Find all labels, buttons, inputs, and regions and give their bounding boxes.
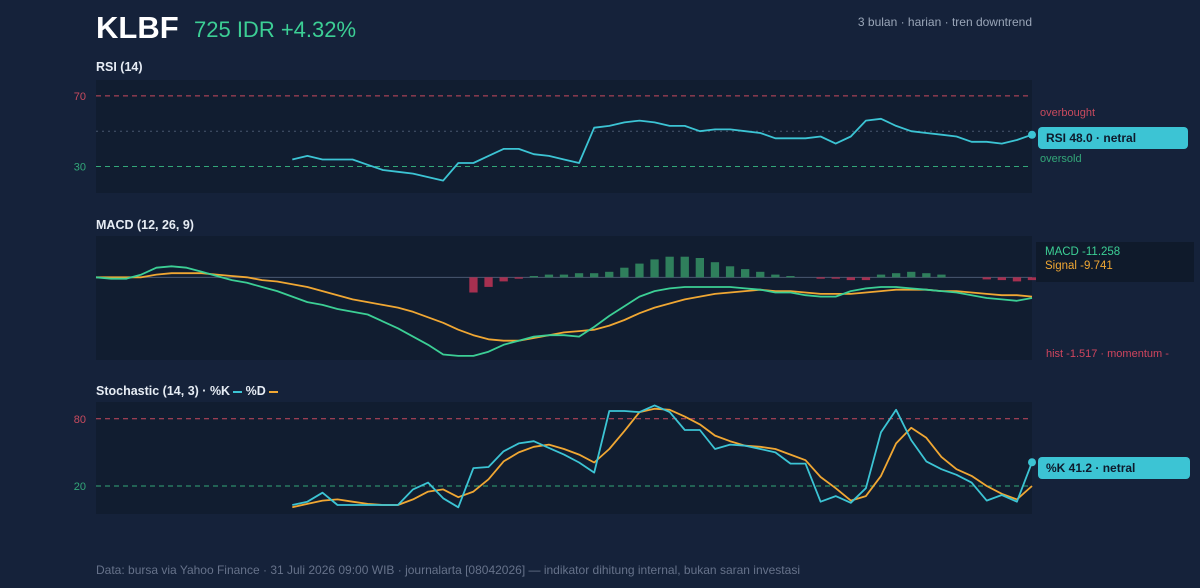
macd-hist-bar bbox=[574, 273, 584, 278]
overbought-label: overbought bbox=[1040, 107, 1096, 119]
chart-meta: 3 bulan · harian · tren downtrend bbox=[857, 15, 1032, 29]
macd-value-label: MACD -11.258 bbox=[1045, 246, 1121, 258]
macd-value-box: MACD -11.258 Signal -9.741 bbox=[1036, 242, 1194, 282]
macd-hist-bar bbox=[771, 274, 780, 278]
macd-hist-bar bbox=[499, 277, 508, 282]
macd-hist-bar bbox=[1027, 277, 1037, 281]
macd-hist-bar bbox=[620, 267, 629, 278]
macd-panel-title: MACD (12, 26, 9) bbox=[96, 218, 194, 232]
macd-hist-bar bbox=[680, 256, 689, 278]
macd-hist-bar bbox=[695, 258, 704, 278]
stoch-last-point bbox=[1028, 458, 1036, 467]
macd-hist-bar bbox=[997, 277, 1006, 281]
rsi-tick-30: 30 bbox=[74, 162, 86, 174]
macd-hist-bar bbox=[816, 277, 825, 279]
footer-note: Data: bursa via Yahoo Finance · 31 Juli … bbox=[96, 563, 800, 577]
macd-hist-bar bbox=[756, 271, 765, 278]
stoch-panel-title: Stochastic (14, 3) · %K %D bbox=[96, 384, 278, 398]
macd-hist-bar bbox=[544, 274, 554, 278]
signal-line bbox=[96, 272, 1033, 342]
rsi-value-tag: RSI 48.0 · netral bbox=[1038, 127, 1188, 149]
macd-hist-bar bbox=[484, 277, 493, 287]
rsi-panel bbox=[96, 80, 1032, 193]
hist-value-label: hist -1.517 · momentum - bbox=[1046, 348, 1169, 360]
stoch-value-tag: %K 41.2 · netral bbox=[1038, 457, 1190, 479]
oversold-label: oversold bbox=[1040, 153, 1082, 165]
stoch-k-legend: %K bbox=[209, 384, 231, 398]
macd-hist-bar bbox=[710, 262, 720, 278]
rsi-panel-title: RSI (14) bbox=[96, 60, 143, 74]
stoch-d-line bbox=[292, 407, 1033, 509]
macd-hist-bar bbox=[469, 277, 478, 293]
macd-hist-bar bbox=[907, 271, 916, 278]
stoch-panel bbox=[96, 402, 1032, 514]
ticker-symbol: KLBF bbox=[96, 10, 179, 45]
macd-hist-bar bbox=[922, 273, 931, 278]
macd-hist-bar bbox=[559, 274, 569, 278]
macd-hist-bar bbox=[786, 276, 795, 278]
macd-hist-bar bbox=[590, 273, 599, 278]
macd-panel bbox=[96, 236, 1032, 360]
macd-hist-bar bbox=[605, 271, 614, 278]
macd-hist-bar bbox=[635, 263, 644, 278]
stoch-tick-20: 20 bbox=[74, 481, 86, 493]
macd-hist-bar bbox=[665, 256, 674, 278]
macd-hist-bar bbox=[514, 277, 523, 279]
macd-hist-bar bbox=[982, 277, 991, 280]
macd-hist-bar bbox=[846, 277, 855, 281]
macd-hist-bar bbox=[876, 274, 886, 278]
stoch-tick-80: 80 bbox=[74, 414, 86, 426]
price-change: 725 IDR +4.32% bbox=[194, 17, 357, 42]
stoch-k-line bbox=[292, 404, 1033, 509]
rsi-tick-70: 70 bbox=[74, 91, 86, 103]
macd-hist-bar bbox=[741, 269, 750, 278]
macd-line bbox=[95, 265, 1033, 357]
macd-hist-bar bbox=[831, 277, 840, 279]
stoch-title-prefix: Stochastic (14, 3) · bbox=[96, 384, 210, 398]
signal-value-label: Signal -9.741 bbox=[1045, 260, 1113, 272]
macd-hist-bar bbox=[650, 259, 659, 278]
macd-hist-bar bbox=[725, 266, 735, 278]
macd-hist-bar bbox=[1012, 277, 1022, 282]
k-swatch bbox=[233, 390, 243, 393]
macd-hist-bar bbox=[892, 273, 901, 278]
macd-hist-bar bbox=[937, 274, 946, 278]
rsi-line bbox=[292, 117, 1033, 182]
d-swatch bbox=[268, 390, 278, 393]
macd-hist-bar bbox=[529, 276, 538, 278]
stoch-d-legend: %D bbox=[245, 384, 266, 398]
rsi-last-point bbox=[1028, 130, 1036, 139]
macd-hist-bar bbox=[861, 277, 871, 281]
